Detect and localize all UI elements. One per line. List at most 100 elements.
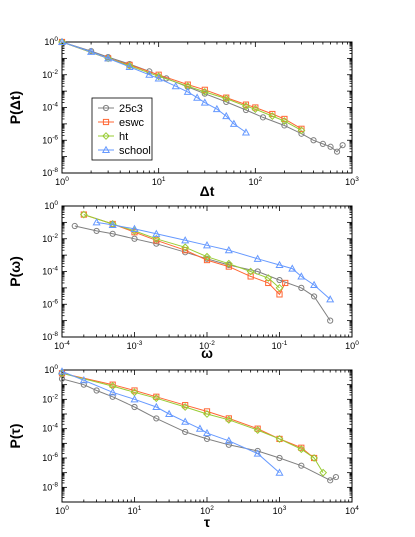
plot-frame: [61, 205, 353, 338]
data-point: [171, 81, 180, 90]
y-tick-label: 10-6: [42, 452, 58, 463]
chart-panel-1: 100 101 102 103 100 10-2 10-4 10-6 10-8 Δt P(Δt) 25…: [7, 36, 359, 199]
data-point: [276, 276, 283, 284]
x-tick-label: 10-2: [199, 340, 215, 351]
data-point: [224, 415, 233, 424]
chart-panel-3: 100 101 102 103 104 100 10-2 10-4 10-6 10-8 τ P(τ): [7, 364, 359, 530]
x-axis-label: ω: [201, 345, 213, 361]
data-point: [155, 71, 162, 78]
legend-label: eswc: [119, 117, 145, 129]
data-point: [203, 252, 211, 261]
data-point: [71, 222, 78, 230]
data-point: [109, 230, 116, 237]
legend-marker: [102, 118, 110, 126]
y-tick-label: 10-8: [42, 167, 58, 178]
legend-label: ht: [119, 131, 128, 143]
axis-ticks: [61, 41, 353, 174]
data-point: [310, 280, 319, 289]
x-axis-label: Δt: [200, 183, 215, 199]
legend-marker: [102, 104, 110, 112]
data-point: [181, 243, 190, 252]
data-point: [275, 283, 284, 292]
series-line: [61, 41, 343, 153]
series-line: [61, 372, 324, 473]
x-tick-label: 104: [345, 505, 359, 516]
data-point: [153, 393, 160, 400]
data-point: [201, 90, 208, 97]
data-point: [326, 295, 335, 303]
y-tick-label: 100: [44, 364, 58, 375]
y-tick-label: 10-6: [42, 298, 58, 309]
x-tick-label: 103: [345, 176, 359, 187]
data-point: [153, 415, 160, 422]
data-point: [182, 402, 189, 409]
y-tick-label: 100: [44, 200, 58, 211]
data-point: [108, 388, 117, 396]
data-point: [275, 260, 284, 269]
data-point: [200, 87, 209, 96]
figure-panels: 100 101 102 103 100 10-2 10-4 10-6 10-8 Δt P(Δt) 25…: [7, 36, 359, 530]
series-school: [57, 367, 284, 476]
data-point: [184, 81, 191, 88]
data-point: [193, 93, 202, 101]
y-tick-label: 10-8: [42, 331, 58, 342]
data-point: [242, 101, 250, 108]
y-tick-label: 10-2: [42, 393, 58, 404]
data-point: [259, 114, 267, 121]
data-point: [153, 237, 160, 244]
data-point: [246, 267, 255, 276]
x-tick-label: 102: [200, 505, 214, 516]
data-point: [310, 454, 318, 462]
data-point: [225, 441, 232, 448]
y-tick-label: 100: [44, 36, 58, 47]
data-point: [247, 273, 254, 280]
data-point: [201, 86, 208, 93]
x-tick-label: 101: [128, 505, 142, 516]
legend-marker: [102, 132, 110, 140]
data-point: [297, 126, 306, 135]
data-point: [152, 229, 161, 237]
data-point: [109, 381, 116, 388]
data-point: [224, 245, 233, 254]
data-point: [212, 104, 221, 113]
data-point: [195, 424, 205, 432]
data-point: [58, 38, 66, 46]
data-point: [222, 94, 231, 103]
y-tick-label: 10-2: [42, 233, 58, 244]
y-tick-label: 10-6: [42, 134, 58, 145]
data-point: [182, 428, 189, 436]
data-point: [268, 112, 277, 120]
y-tick-label: 10-4: [42, 423, 58, 434]
data-point: [80, 381, 87, 388]
data-point: [310, 137, 317, 144]
series-eswc: [58, 370, 318, 462]
data-point: [224, 259, 233, 268]
data-point: [203, 256, 211, 264]
data-point: [153, 240, 160, 247]
data-point: [93, 387, 100, 394]
data-point: [264, 274, 273, 282]
data-point: [200, 98, 209, 106]
data-point: [276, 454, 283, 462]
data-point: [131, 235, 138, 242]
data-point: [310, 293, 318, 300]
data-point: [131, 387, 138, 394]
legend-label: 25c3: [119, 103, 143, 115]
data-point: [275, 435, 284, 443]
data-point: [229, 119, 238, 127]
data-point: [92, 218, 101, 226]
legend-label: school: [119, 145, 151, 157]
data-point: [203, 435, 211, 443]
data-point: [224, 436, 233, 444]
data-point: [125, 62, 134, 70]
data-point: [79, 210, 88, 219]
data-point: [57, 367, 67, 375]
data-point: [222, 111, 231, 120]
data-point: [93, 227, 100, 235]
series-25c3: [71, 222, 334, 324]
data-point: [181, 417, 190, 425]
x-tick-label: 100: [345, 340, 359, 351]
y-axis-label: P(ω): [7, 256, 23, 287]
data-point: [333, 148, 341, 155]
axis-ticks: [61, 369, 353, 503]
